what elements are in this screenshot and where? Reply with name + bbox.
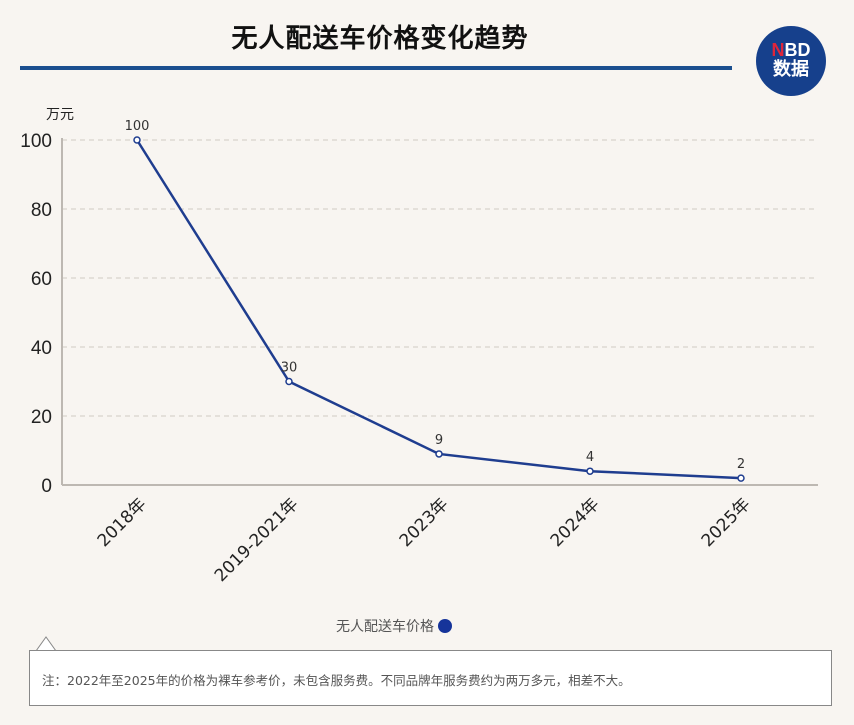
data-point[interactable] [285,377,293,386]
data-label: 100 [125,119,150,134]
legend-dot-icon [438,619,452,633]
x-tick-label: 2018年 [94,494,151,551]
y-tick-label: 80 [31,200,52,221]
note-box: 注：2022年至2025年的价格为裸车参考价，未包含服务费。不同品牌年服务费约为… [29,650,832,706]
data-label: 2 [737,457,745,472]
data-point[interactable] [586,467,594,475]
x-tick-label: 2025年 [698,494,755,551]
data-label: 4 [586,450,594,465]
data-point[interactable] [737,474,745,482]
title-divider [20,66,732,70]
line-chart: 万元 0 20 40 60 80 100 100 30 9 4 2 2018年 2019-2021年 202… [20,107,818,586]
y-axis-unit: 万元 [46,107,74,123]
series-line [135,139,742,480]
logo-bd: BD [784,40,811,60]
legend[interactable]: 无人配送车价格 [336,616,452,636]
data-label: 30 [281,361,298,376]
y-tick-label: 40 [31,338,52,359]
logo-data-text: 数据 [773,59,809,80]
x-tick-label: 2024年 [547,494,604,551]
legend-label: 无人配送车价格 [336,619,434,635]
nbd-logo: NBD 数据 [756,26,826,96]
x-tick-label: 2023年 [396,494,453,551]
y-tick-label: 60 [31,269,52,290]
chart-title: 无人配送车价格变化趋势 [231,24,529,54]
data-point[interactable] [435,450,443,458]
y-tick-label: 100 [20,131,52,152]
note-text: 注：2022年至2025年的价格为裸车参考价，未包含服务费。不同品牌年服务费约为… [42,673,631,688]
data-label: 9 [435,433,443,448]
y-tick-label: 20 [31,407,52,428]
y-tick-label: 0 [41,476,52,497]
data-point[interactable] [133,136,141,144]
logo-n: N [771,40,785,60]
x-tick-label: 2019-2021年 [211,494,303,586]
